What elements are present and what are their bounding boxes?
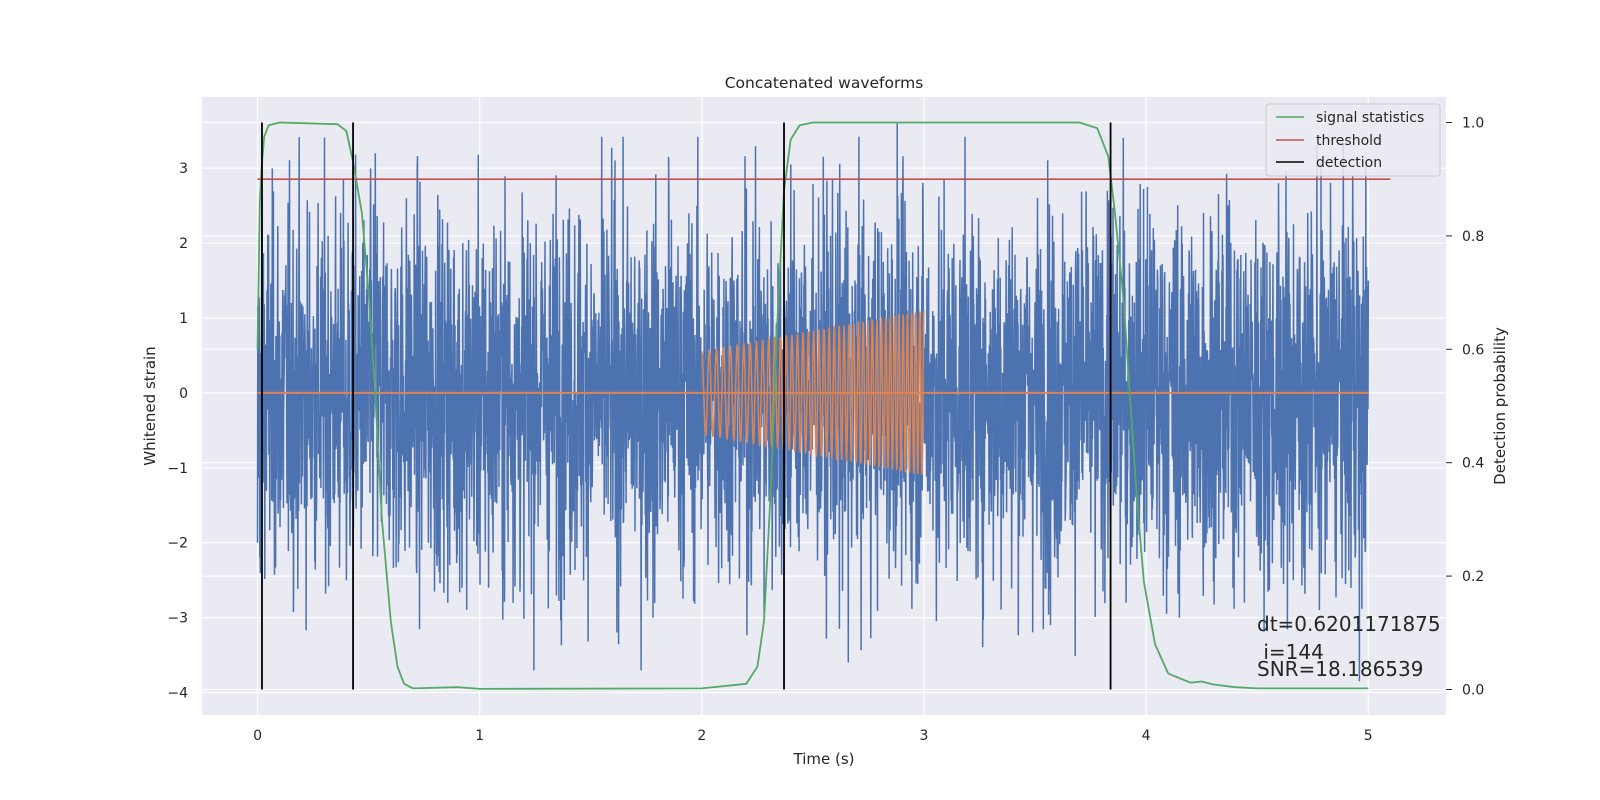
x-tick-label: 4 (1142, 728, 1151, 744)
y2-tick-labels: 0.0 0.2 0.4 0.6 0.8 1.0 (1446, 116, 1484, 698)
legend-label-threshold: threshold (1316, 133, 1382, 149)
x-tick-label: 2 (697, 728, 706, 744)
x-axis-label: Time (s) (793, 750, 855, 768)
annotation-snr: SNR=18.186539 (1257, 657, 1423, 681)
y2-tick-label: 0.0 (1462, 682, 1484, 698)
signal-statistics-series (256, 121, 1369, 690)
y-axis-label: Whitened strain (141, 346, 159, 465)
legend: signal statistics threshold detection (1265, 103, 1441, 177)
y-tick-label: −1 (167, 461, 188, 477)
annotation-dt: dt=0.6201171875 (1257, 612, 1441, 636)
y-tick-label: −2 (167, 536, 188, 552)
noise-series (256, 123, 1370, 682)
y2-tick-label: 1.0 (1462, 116, 1484, 132)
y-tick-label: 3 (179, 161, 188, 177)
y-tick-labels: −4 −3 −2 −1 0 1 2 3 (167, 161, 188, 701)
y2-tick-label: 0.6 (1462, 342, 1484, 358)
annotation-i: i=144 (1257, 640, 1324, 664)
detection-series (261, 122, 1112, 690)
legend-box (1265, 103, 1441, 177)
y-tick-label: 1 (179, 311, 188, 327)
chirp-line (701, 310, 925, 475)
x-tick-label: 1 (475, 728, 484, 744)
chirp-series (257, 310, 1369, 475)
y2-tick-label: 0.8 (1462, 229, 1484, 245)
signal-statistics-line (256, 121, 1369, 690)
y-tick-label: 2 (179, 236, 188, 252)
noise-line (256, 123, 1370, 682)
annotations: dt=0.6201171875 i=144 SNR=18.186539 (1257, 612, 1441, 681)
x-tick-labels: 0 1 2 3 4 5 (253, 728, 1373, 744)
x-tick-label: 0 (253, 728, 262, 744)
chart-title: Concatenated waveforms (725, 74, 924, 92)
legend-label-signal-statistics: signal statistics (1316, 110, 1424, 126)
y2-tick-label: 0.2 (1462, 569, 1484, 585)
y-tick-label: −3 (167, 611, 188, 627)
y-tick-label: −4 (167, 686, 188, 702)
legend-label-detection: detection (1316, 155, 1382, 171)
y2-tick-label: 0.4 (1462, 456, 1484, 472)
x-tick-label: 5 (1364, 728, 1373, 744)
x-tick-label: 3 (920, 728, 929, 744)
y2-axis-label: Detection probability (1491, 327, 1509, 485)
y-tick-label: 0 (179, 386, 188, 402)
